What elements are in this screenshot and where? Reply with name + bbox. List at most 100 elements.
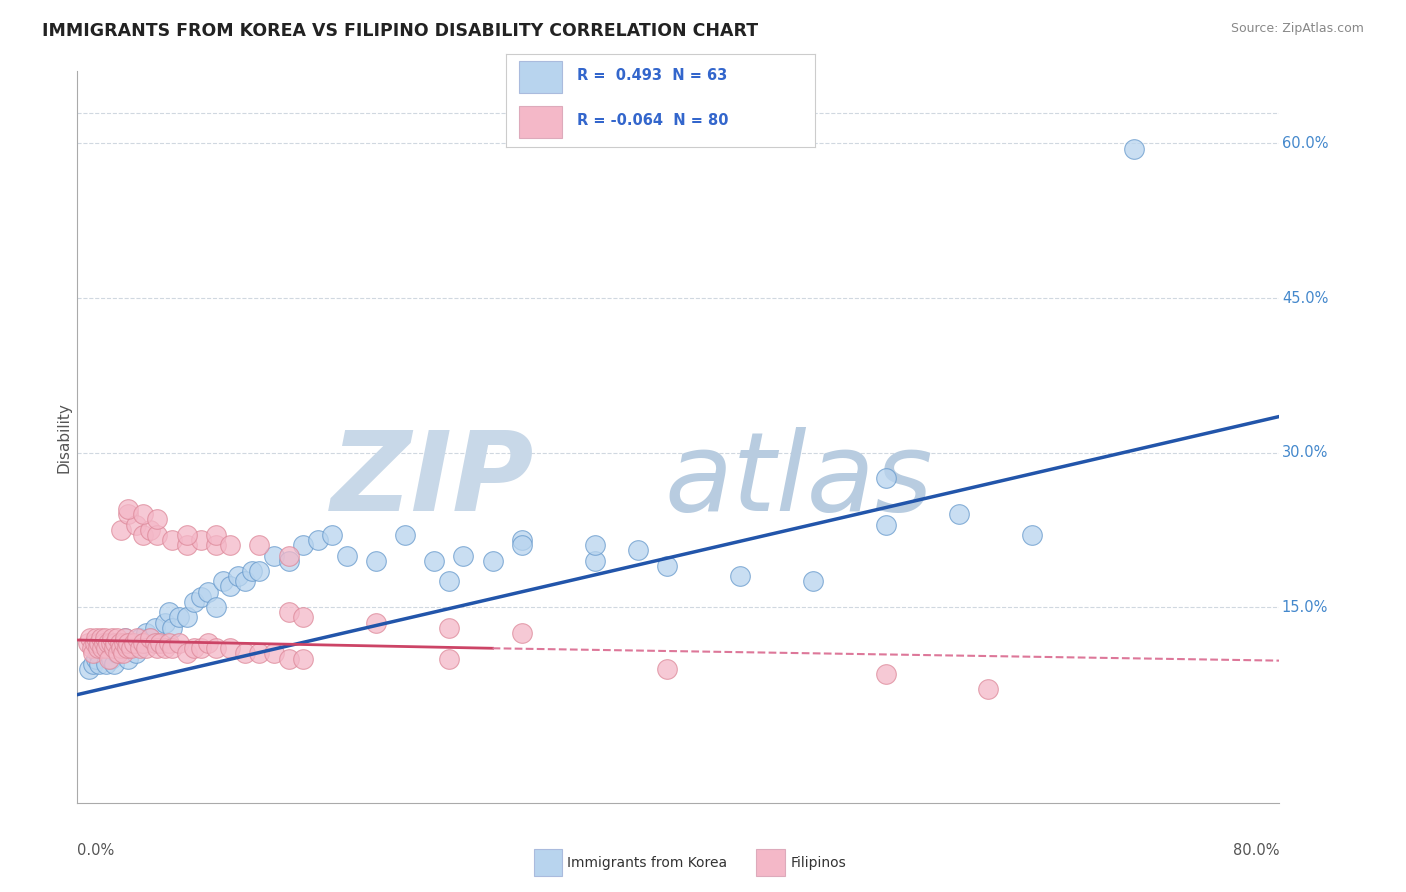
Point <box>117 502 139 516</box>
Point <box>176 647 198 661</box>
Text: Source: ZipAtlas.com: Source: ZipAtlas.com <box>1230 22 1364 36</box>
Point <box>82 657 104 671</box>
Point <box>183 595 205 609</box>
Point <box>132 636 155 650</box>
FancyBboxPatch shape <box>519 61 562 93</box>
Point <box>321 528 343 542</box>
Point <box>135 641 157 656</box>
Point <box>1021 528 1043 542</box>
Point <box>190 590 212 604</box>
Point <box>249 564 271 578</box>
Point <box>336 549 359 563</box>
Point <box>153 615 176 630</box>
Point <box>98 651 121 665</box>
Point <box>657 558 679 573</box>
Point <box>110 523 132 537</box>
Point <box>96 657 118 671</box>
Point <box>139 631 162 645</box>
Point <box>240 564 263 578</box>
Point <box>977 682 1000 697</box>
Point <box>160 621 183 635</box>
Point <box>160 533 183 547</box>
Point <box>948 508 970 522</box>
Point <box>129 641 152 656</box>
Point <box>730 569 752 583</box>
Point <box>146 636 169 650</box>
FancyBboxPatch shape <box>519 106 562 138</box>
Point <box>132 528 155 542</box>
Point <box>190 641 212 656</box>
Point <box>125 631 148 645</box>
Point <box>120 641 142 656</box>
Point <box>89 657 111 671</box>
Point <box>94 631 117 645</box>
Text: IMMIGRANTS FROM KOREA VS FILIPINO DISABILITY CORRELATION CHART: IMMIGRANTS FROM KOREA VS FILIPINO DISABI… <box>42 22 758 40</box>
Point <box>120 636 142 650</box>
Text: 45.0%: 45.0% <box>1282 291 1329 305</box>
Point <box>108 636 131 650</box>
Text: Immigrants from Korea: Immigrants from Korea <box>567 855 727 870</box>
Point <box>115 641 138 656</box>
Point <box>437 651 460 665</box>
Point <box>149 636 172 650</box>
Point <box>93 636 115 650</box>
Point <box>103 657 125 671</box>
Point <box>122 636 145 650</box>
Point <box>197 636 219 650</box>
Point <box>117 651 139 665</box>
Point <box>77 662 100 676</box>
Point <box>226 569 249 583</box>
Point <box>657 662 679 676</box>
Point <box>583 538 606 552</box>
Point <box>84 631 107 645</box>
Point <box>79 631 101 645</box>
Point <box>129 631 152 645</box>
Point <box>219 641 242 656</box>
Text: 60.0%: 60.0% <box>1282 136 1329 151</box>
Point <box>263 647 285 661</box>
Point <box>176 528 198 542</box>
Point <box>263 549 285 563</box>
Point <box>84 651 107 665</box>
Point <box>101 631 124 645</box>
Point <box>89 636 111 650</box>
Point <box>139 631 162 645</box>
Point <box>90 631 112 645</box>
Point <box>292 651 315 665</box>
Point <box>146 641 169 656</box>
Point <box>212 574 235 589</box>
Point <box>190 533 212 547</box>
Point <box>510 533 533 547</box>
Point <box>307 533 329 547</box>
Point <box>277 651 299 665</box>
Point <box>91 641 114 656</box>
Point <box>801 574 824 589</box>
Point <box>117 508 139 522</box>
Point <box>169 636 191 650</box>
Point <box>114 631 136 645</box>
Text: 15.0%: 15.0% <box>1282 599 1329 615</box>
Point <box>105 631 128 645</box>
Point <box>93 636 115 650</box>
Point <box>103 641 125 656</box>
Point <box>875 517 897 532</box>
Point <box>510 625 533 640</box>
Point <box>139 523 162 537</box>
Point <box>160 641 183 656</box>
Point <box>249 538 271 552</box>
Point <box>80 641 103 656</box>
Point <box>364 554 387 568</box>
Point <box>110 641 132 656</box>
Point <box>204 528 226 542</box>
Point <box>107 647 129 661</box>
Point <box>292 538 315 552</box>
Point <box>233 574 256 589</box>
Point <box>219 579 242 593</box>
Point <box>875 667 897 681</box>
Point <box>87 647 110 661</box>
Point <box>143 636 166 650</box>
Point <box>143 621 166 635</box>
Point <box>364 615 387 630</box>
Point <box>100 636 122 650</box>
Point <box>105 647 128 661</box>
